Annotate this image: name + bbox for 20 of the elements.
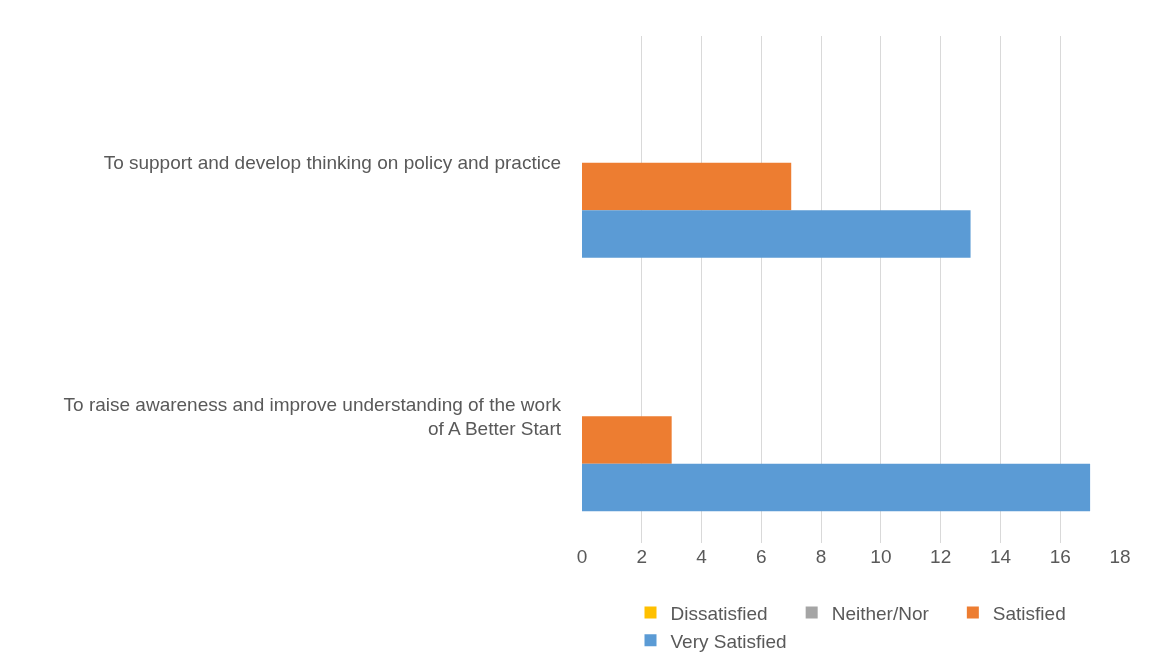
x-tick-label: 8	[815, 546, 827, 567]
bar	[582, 416, 672, 464]
legend-label: Very Satisfied	[670, 630, 787, 652]
x-tick-label: 2	[636, 546, 648, 567]
x-tick-label: 6	[756, 546, 767, 567]
x-tick-label: 10	[870, 546, 892, 567]
x-tick-label: 16	[1049, 546, 1071, 567]
legend-label: Dissatisfied	[670, 602, 768, 624]
y-tick-label: To support and develop thinking on policy and practice	[103, 152, 561, 174]
y-tick-label: To raise awareness and improve understanding of the work of A Better Start	[63, 393, 562, 440]
x-tick-label: 18	[1109, 546, 1131, 567]
x-tick-label: 12	[930, 546, 952, 567]
bar	[582, 162, 792, 211]
legend-label: Neither/Nor	[831, 602, 930, 624]
x-tick-label: 14	[989, 546, 1012, 567]
bar	[582, 210, 971, 258]
x-tick-label: 0	[576, 546, 588, 567]
bar	[582, 463, 1091, 512]
x-tick-label: 4	[696, 546, 708, 567]
legend-label: Satisfied	[992, 602, 1066, 624]
